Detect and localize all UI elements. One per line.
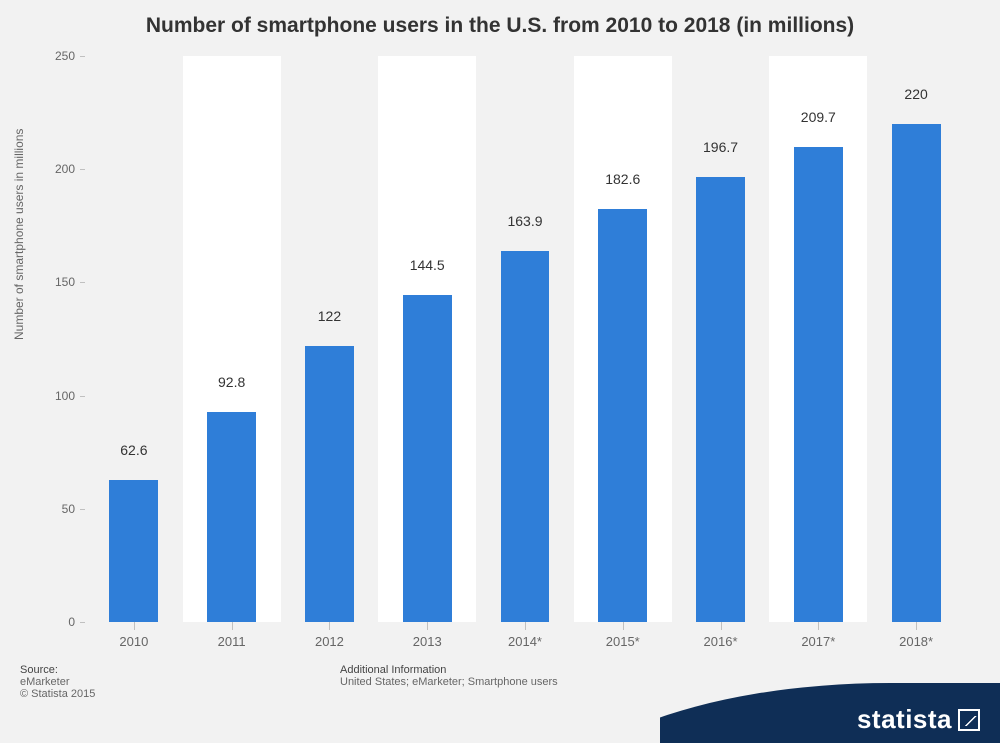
bar-slot: 196.72016* — [672, 56, 770, 622]
bar-value-label: 196.7 — [672, 139, 770, 155]
y-tick-label: 100 — [35, 389, 75, 403]
source-value: eMarketer — [20, 676, 95, 688]
bar-value-label: 182.6 — [574, 171, 672, 187]
bar-value-label: 163.9 — [476, 213, 574, 229]
x-tick-mark — [329, 622, 330, 630]
bar — [696, 177, 745, 622]
copyright: © Statista 2015 — [20, 688, 95, 700]
bar-value-label: 220 — [867, 86, 965, 102]
additional-info-label: Additional Information — [340, 664, 558, 676]
bar — [403, 295, 452, 622]
x-tick-mark — [232, 622, 233, 630]
plot-area: 05010015020025062.6201092.82011122201214… — [85, 56, 965, 622]
bar — [207, 412, 256, 622]
bar-slot: 62.62010 — [85, 56, 183, 622]
x-tick-mark — [623, 622, 624, 630]
bar-slot: 144.52013 — [378, 56, 476, 622]
bar-value-label: 92.8 — [183, 374, 281, 390]
bar — [501, 251, 550, 622]
chart-title: Number of smartphone users in the U.S. f… — [0, 0, 1000, 48]
y-tick-label: 50 — [35, 502, 75, 516]
chart-container: Number of smartphone users in the U.S. f… — [0, 0, 1000, 743]
source-label: Source: — [20, 664, 95, 676]
bar-value-label: 144.5 — [378, 257, 476, 273]
bar — [892, 124, 941, 622]
additional-info-block: Additional Information United States; eM… — [340, 664, 558, 688]
x-tick-mark — [134, 622, 135, 630]
y-tick-label: 150 — [35, 275, 75, 289]
bar-value-label: 209.7 — [769, 109, 867, 125]
logo-text: statista — [857, 704, 980, 735]
bar-value-label: 62.6 — [85, 442, 183, 458]
x-tick-mark — [427, 622, 428, 630]
y-tick-label: 250 — [35, 49, 75, 63]
bar — [598, 209, 647, 622]
statista-logo: statista — [660, 683, 1000, 743]
x-tick-mark — [818, 622, 819, 630]
logo-mark-icon — [958, 709, 980, 731]
bar-slot: 92.82011 — [183, 56, 281, 622]
bar-slot: 2202018* — [867, 56, 965, 622]
bar-slot: 163.92014* — [476, 56, 574, 622]
source-block: Source: eMarketer © Statista 2015 — [20, 664, 95, 700]
y-axis-label: Number of smartphone users in millions — [12, 129, 26, 340]
logo-wordmark: statista — [857, 704, 952, 735]
bar-slot: 1222012 — [281, 56, 379, 622]
bar — [305, 346, 354, 622]
y-tick-label: 200 — [35, 162, 75, 176]
bar-slot: 182.62015* — [574, 56, 672, 622]
additional-info-value: United States; eMarketer; Smartphone use… — [340, 676, 558, 688]
bar-slot: 209.72017* — [769, 56, 867, 622]
bar — [109, 480, 158, 622]
bar — [794, 147, 843, 622]
bar-value-label: 122 — [281, 308, 379, 324]
x-tick-mark — [916, 622, 917, 630]
x-tick-mark — [525, 622, 526, 630]
x-tick-mark — [721, 622, 722, 630]
y-tick-label: 0 — [35, 615, 75, 629]
